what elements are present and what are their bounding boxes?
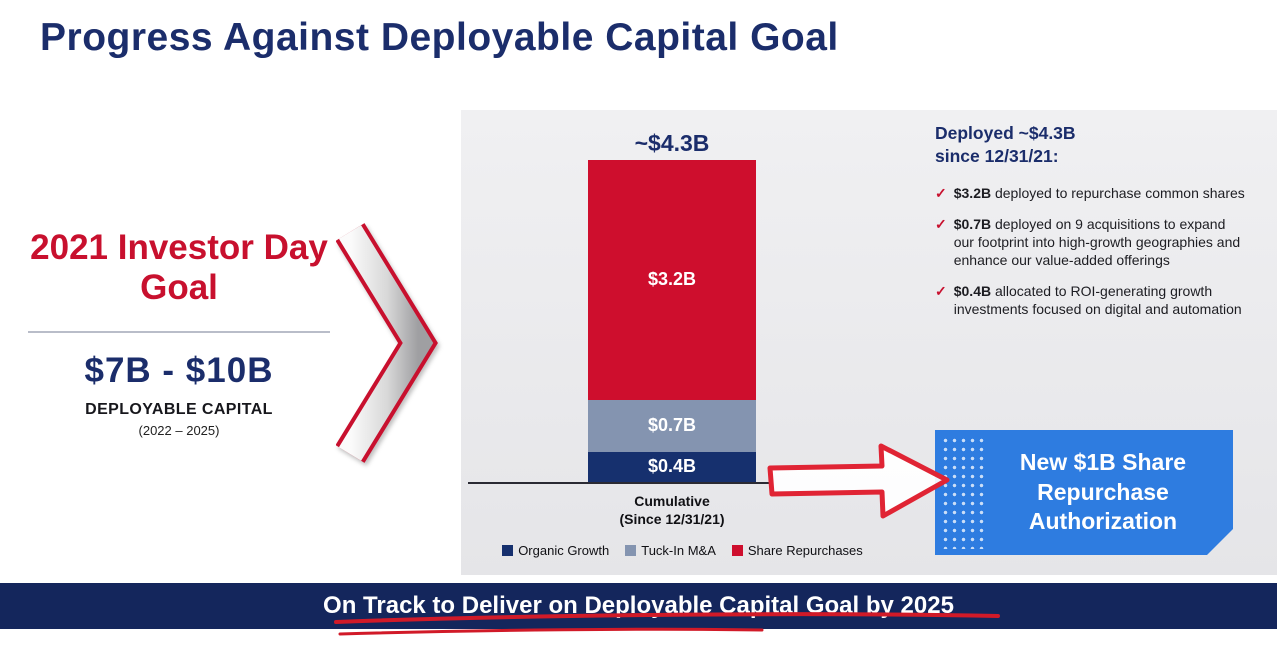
bullet-item: ✓ $3.2B deployed to repurchase common sh… (935, 184, 1247, 202)
red-underline-annotation (334, 612, 1000, 636)
bullet-amount: $0.7B (953, 215, 992, 232)
legend-label: Organic Growth (518, 543, 610, 558)
arrow-right-icon (767, 443, 950, 519)
divider (28, 330, 330, 333)
chart-total-label: ~$4.3B (634, 130, 710, 156)
deployed-summary: Deployed ~$4.3B since 12/31/21: ✓ $3.2B … (935, 122, 1247, 332)
legend-label: Share Repurchases (747, 543, 863, 558)
legend-swatch-share-repurchases (731, 545, 743, 556)
bullet-text: $0.4B allocated to ROI-generating growth… (954, 282, 1247, 318)
investor-goal-block: 2021 Investor Day Goal $7B - $10B DEPLOY… (18, 228, 340, 438)
page-title: Progress Against Deployable Capital Goal (40, 16, 839, 59)
segment-value-label: $0.4B (647, 456, 697, 477)
bullet-body: deployed to repurchase common shares (991, 184, 1245, 201)
bullet-body: allocated to ROI-generating growth inves… (953, 283, 1242, 318)
x-axis-line (468, 482, 772, 484)
legend-swatch-organic-growth (502, 545, 514, 556)
segment-value-label: $0.7B (647, 415, 697, 436)
segment-value-label: $3.2B (647, 269, 697, 290)
x-axis-label-line1: Cumulative (634, 493, 710, 509)
deployed-heading-line1: Deployed ~$4.3B (935, 123, 1076, 143)
legend-item-organic-growth: Organic Growth (502, 543, 609, 558)
legend-swatch-tuck-in-ma (625, 545, 637, 556)
chart-legend: Organic Growth Tuck-In M&A Share Repurch… (460, 543, 905, 558)
checkmark-icon: ✓ (935, 184, 947, 201)
bullet-text: $3.2B deployed to repurchase common shar… (954, 184, 1245, 202)
dot-pattern (941, 436, 987, 549)
deployed-heading: Deployed ~$4.3B since 12/31/21: (935, 122, 1247, 168)
goal-label: DEPLOYABLE CAPITAL (85, 400, 273, 418)
goal-range: $7B - $10B (84, 350, 274, 390)
legend-item-share-repurchases: Share Repurchases (731, 543, 863, 558)
callout-text: New $1B Share Repurchase Authorization (1019, 448, 1187, 535)
x-axis-label: Cumulative (Since 12/31/21) (568, 492, 776, 528)
bullet-amount: $0.4B (953, 283, 992, 300)
bullet-text: $0.7B deployed on 9 acquisitions to expa… (954, 215, 1247, 270)
chevron-right-icon (336, 223, 438, 463)
bullet-list: ✓ $3.2B deployed to repurchase common sh… (935, 184, 1247, 319)
stacked-bar: $3.2B $0.7B $0.4B (588, 160, 756, 482)
checkmark-icon: ✓ (935, 283, 947, 300)
deployed-heading-line2: since 12/31/21: (935, 145, 1059, 166)
legend-item-tuck-in-ma: Tuck-In M&A (625, 543, 716, 558)
share-repurchase-callout: New $1B Share Repurchase Authorization (935, 430, 1233, 555)
checkmark-icon: ✓ (935, 215, 947, 232)
bullet-body: deployed on 9 acquisitions to expand our… (953, 215, 1241, 269)
legend-label: Tuck-In M&A (641, 543, 716, 558)
footer-banner: On Track to Deliver on Deployable Capita… (0, 583, 1277, 629)
bullet-amount: $3.2B (953, 184, 992, 201)
bar-segment-tuck-in-ma: $0.7B (588, 399, 756, 452)
goal-period: (2022 – 2025) (138, 422, 220, 438)
bar-segment-share-repurchases: $3.2B (588, 160, 756, 400)
bullet-item: ✓ $0.7B deployed on 9 acquisitions to ex… (935, 215, 1247, 270)
bullet-item: ✓ $0.4B allocated to ROI-generating grow… (935, 282, 1247, 318)
x-axis-label-line2: (Since 12/31/21) (619, 511, 725, 528)
goal-heading: 2021 Investor Day Goal (30, 228, 328, 308)
bar-segment-organic-growth: $0.4B (588, 451, 756, 482)
